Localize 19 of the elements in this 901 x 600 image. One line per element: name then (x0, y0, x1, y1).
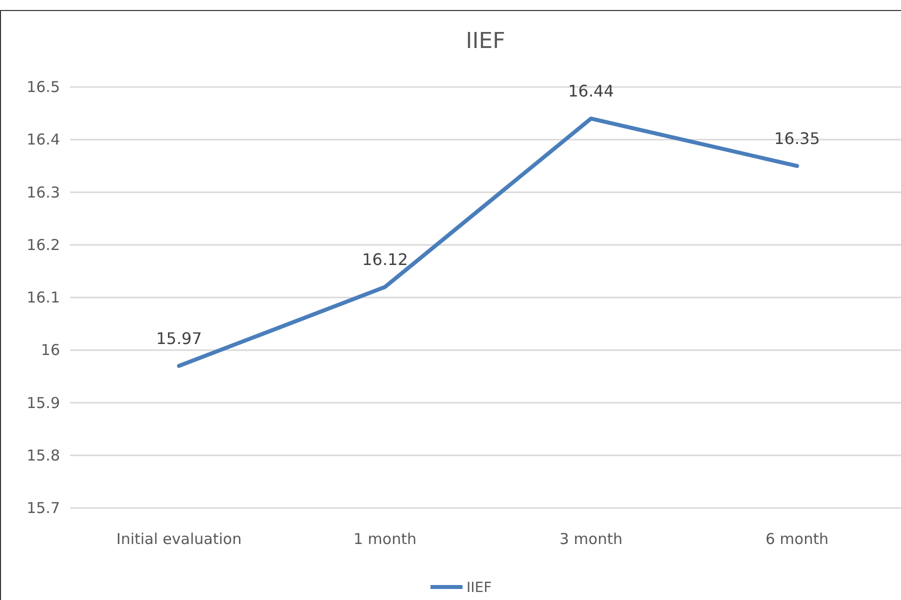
y-tick-label: 16.2 (26, 236, 60, 254)
y-tick-label: 16.4 (26, 130, 60, 149)
y-tick-label: 15.7 (26, 499, 60, 517)
data-label: 16.44 (568, 82, 614, 101)
legend-label: IIEF (466, 580, 492, 596)
y-tick-label: 16.3 (26, 183, 60, 202)
data-label: 16.35 (774, 128, 820, 148)
y-tick-label: 16 (40, 341, 60, 360)
y-tick-label: 15.9 (26, 394, 60, 412)
data-label: 16.12 (362, 250, 408, 269)
x-tick-label: 3 month (560, 530, 622, 548)
y-tick-label: 16.5 (26, 78, 60, 96)
chart-title: IIEF (466, 29, 506, 54)
x-tick-label: 6 month (766, 530, 828, 548)
data-label: 15.97 (156, 328, 202, 348)
y-tick-label: 15.8 (26, 446, 60, 464)
x-tick-label: 1 month (354, 530, 416, 548)
y-tick-label: 16.1 (26, 288, 60, 306)
x-tick-label: Initial evaluation (116, 530, 242, 548)
